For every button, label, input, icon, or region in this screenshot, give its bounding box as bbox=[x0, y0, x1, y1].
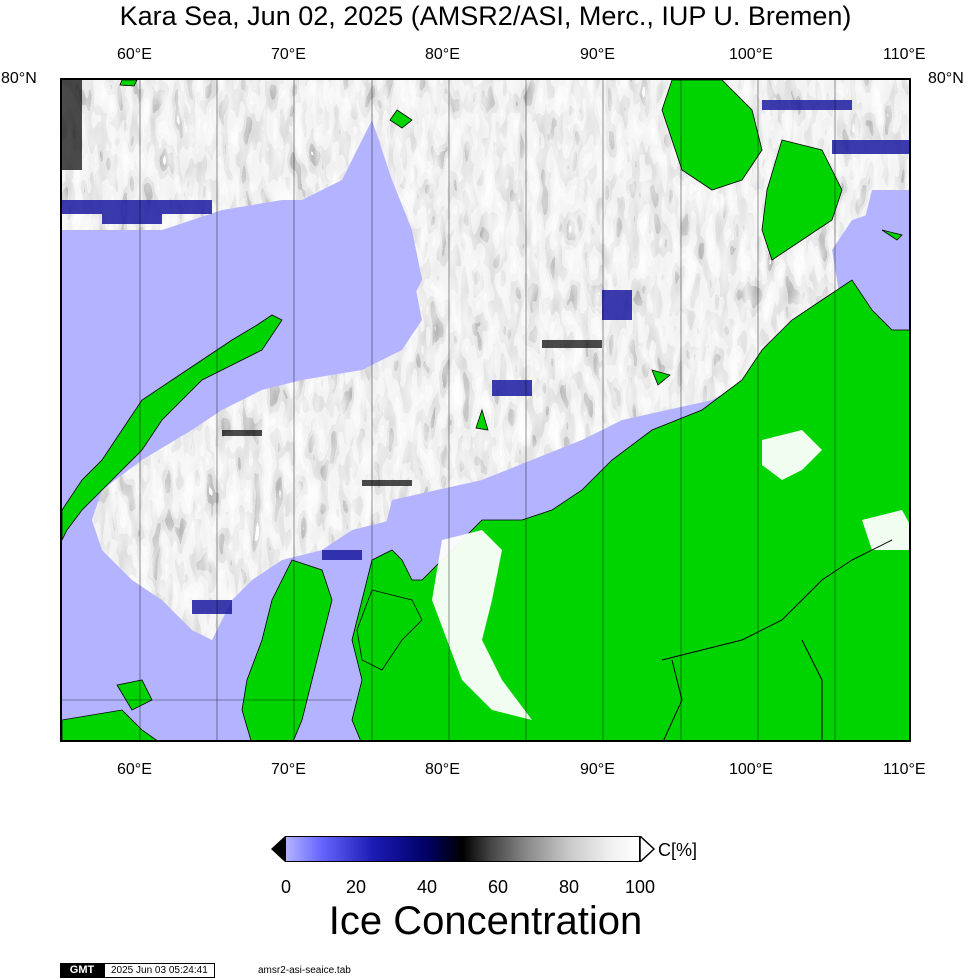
fast-ice-bays bbox=[432, 430, 909, 720]
severnaya-zemlya-south bbox=[761, 139, 843, 261]
colorbar-tick-0: 0 bbox=[280, 877, 292, 897]
lon-label-top-90e: 90°E bbox=[580, 46, 615, 63]
gydan-peninsula bbox=[356, 589, 423, 671]
barents-open-water bbox=[62, 120, 422, 410]
colorbar-tick-80: 80 bbox=[558, 877, 580, 897]
small-island-1 bbox=[389, 109, 413, 129]
lon-label-top-60e: 60°E bbox=[117, 46, 152, 63]
source-file-label: amsr2-asi-seaice.tab bbox=[258, 965, 351, 976]
lon-label-top-80e: 80°E bbox=[425, 46, 460, 63]
colorbar-unit: C[%] bbox=[658, 840, 698, 860]
lon-label-bottom-100e: 100°E bbox=[729, 761, 773, 778]
mainland-southwest bbox=[62, 709, 157, 740]
colorbar-tick-60: 60 bbox=[487, 877, 509, 897]
lon-label-top-100e: 100°E bbox=[729, 46, 773, 63]
small-island-5 bbox=[651, 369, 671, 386]
map-panel bbox=[60, 78, 911, 742]
land-masses bbox=[62, 80, 909, 740]
colorbar-high-triangle bbox=[640, 836, 656, 862]
land-boundaries bbox=[661, 539, 893, 740]
colorbar-tick-20: 20 bbox=[345, 877, 367, 897]
map-title: Kara Sea, Jun 02, 2025 (AMSR2/ASI, Merc.… bbox=[119, 1, 852, 31]
lon-label-top-70e: 70°E bbox=[271, 46, 306, 63]
lon-label-bottom-70e: 70°E bbox=[271, 761, 306, 778]
lat-label-left-80n: 80°N bbox=[1, 70, 37, 87]
map-canvas bbox=[62, 80, 909, 740]
colorbar-tick-100: 100 bbox=[624, 877, 656, 897]
lon-label-top-110e: 110°E bbox=[883, 46, 926, 63]
colorbar-low-triangle bbox=[271, 836, 285, 862]
severnaya-zemlya-north bbox=[661, 80, 763, 191]
lon-label-bottom-90e: 90°E bbox=[580, 761, 615, 778]
taymyr-mainland bbox=[351, 279, 909, 740]
small-island-3 bbox=[881, 229, 903, 241]
colorbar bbox=[285, 836, 640, 862]
lon-label-bottom-110e: 110°E bbox=[883, 761, 926, 778]
gmt-logo: GMT bbox=[60, 963, 104, 978]
graticule-lines bbox=[62, 80, 836, 740]
yamal-peninsula bbox=[241, 559, 333, 740]
small-island-2 bbox=[119, 80, 138, 87]
timestamp-label: 2025 Jun 03 05:24:41 bbox=[104, 963, 215, 978]
small-island-4 bbox=[475, 408, 489, 431]
colorbar-tick-40: 40 bbox=[416, 877, 438, 897]
ice-edge-mid-concentration bbox=[62, 80, 602, 486]
novaya-zemlya-land bbox=[62, 314, 283, 541]
laptev-open-water bbox=[852, 190, 909, 310]
lat-label-right-80n: 80°N bbox=[928, 70, 964, 87]
lon-label-bottom-80e: 80°E bbox=[425, 761, 460, 778]
lon-label-bottom-60e: 60°E bbox=[117, 761, 152, 778]
ice-edge-low-concentration bbox=[62, 100, 909, 614]
colorbar-title: Ice Concentration bbox=[328, 899, 643, 943]
kara-open-water-east bbox=[382, 440, 582, 550]
